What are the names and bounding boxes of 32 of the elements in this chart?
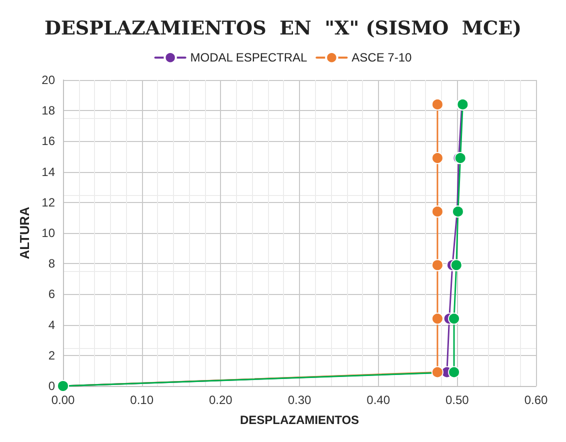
y-tick-label: 0 bbox=[48, 379, 56, 393]
point bbox=[431, 152, 444, 164]
x-tick-label: 0.00 bbox=[51, 393, 75, 407]
legend-label: ASCE 7-10 bbox=[352, 50, 412, 65]
x-tick-label: 0.20 bbox=[208, 393, 233, 407]
x-axis-title: DESPLAZAMIENTOS bbox=[240, 413, 360, 427]
x-tick-label: 0.50 bbox=[445, 393, 470, 407]
point bbox=[431, 312, 444, 325]
y-tick-label: 4 bbox=[48, 318, 56, 332]
point bbox=[431, 259, 444, 272]
x-tick-label: 0.40 bbox=[366, 393, 390, 407]
y-tick-label: 18 bbox=[42, 104, 56, 118]
x-tick-label: 0.60 bbox=[524, 393, 548, 407]
point bbox=[448, 366, 460, 378]
y-tick-label: 14 bbox=[42, 164, 56, 179]
y-tick-label: 16 bbox=[42, 134, 56, 148]
y-tick-label: 8 bbox=[48, 256, 56, 271]
point bbox=[431, 98, 444, 110]
y-tick-label: 20 bbox=[42, 73, 56, 87]
chart-title: DESPLAZAMIENTOS EN "X" (SISMO MCE) bbox=[44, 18, 522, 40]
y-tick-label: 6 bbox=[48, 287, 56, 302]
x-tick-label: 0.30 bbox=[288, 393, 312, 407]
point bbox=[450, 259, 462, 272]
legend-label: MODAL ESPECTRAL bbox=[190, 50, 308, 65]
y-tick-label: 12 bbox=[42, 195, 56, 210]
y-tick-label: 10 bbox=[42, 226, 56, 240]
x-tick-label: 0.10 bbox=[130, 393, 154, 407]
point bbox=[431, 206, 444, 218]
point bbox=[448, 312, 460, 325]
y-axis-title: ALTURA bbox=[16, 206, 32, 260]
point bbox=[431, 366, 444, 378]
y-tick-label: 2 bbox=[48, 348, 56, 362]
